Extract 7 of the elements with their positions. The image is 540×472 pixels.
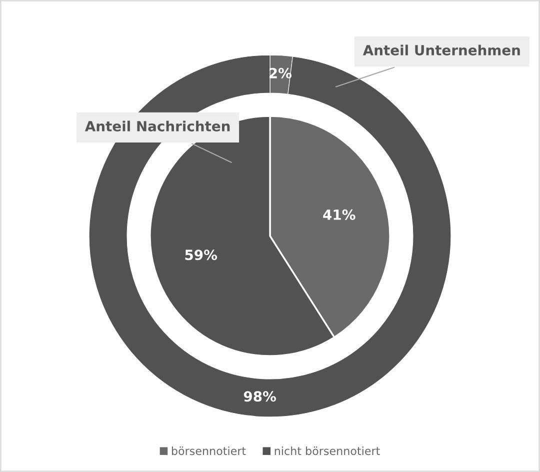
slice-label: Anteil Nachrichten: [84, 120, 230, 132]
data-label: 41%: [323, 209, 356, 220]
legend-label: börsennotiert: [172, 446, 246, 456]
slice-label: Anteil Unternehmen: [362, 44, 520, 56]
legend-label: nicht börsennotiert: [274, 446, 380, 456]
data-label: 59%: [185, 250, 218, 260]
data-label: 98%: [244, 391, 276, 402]
